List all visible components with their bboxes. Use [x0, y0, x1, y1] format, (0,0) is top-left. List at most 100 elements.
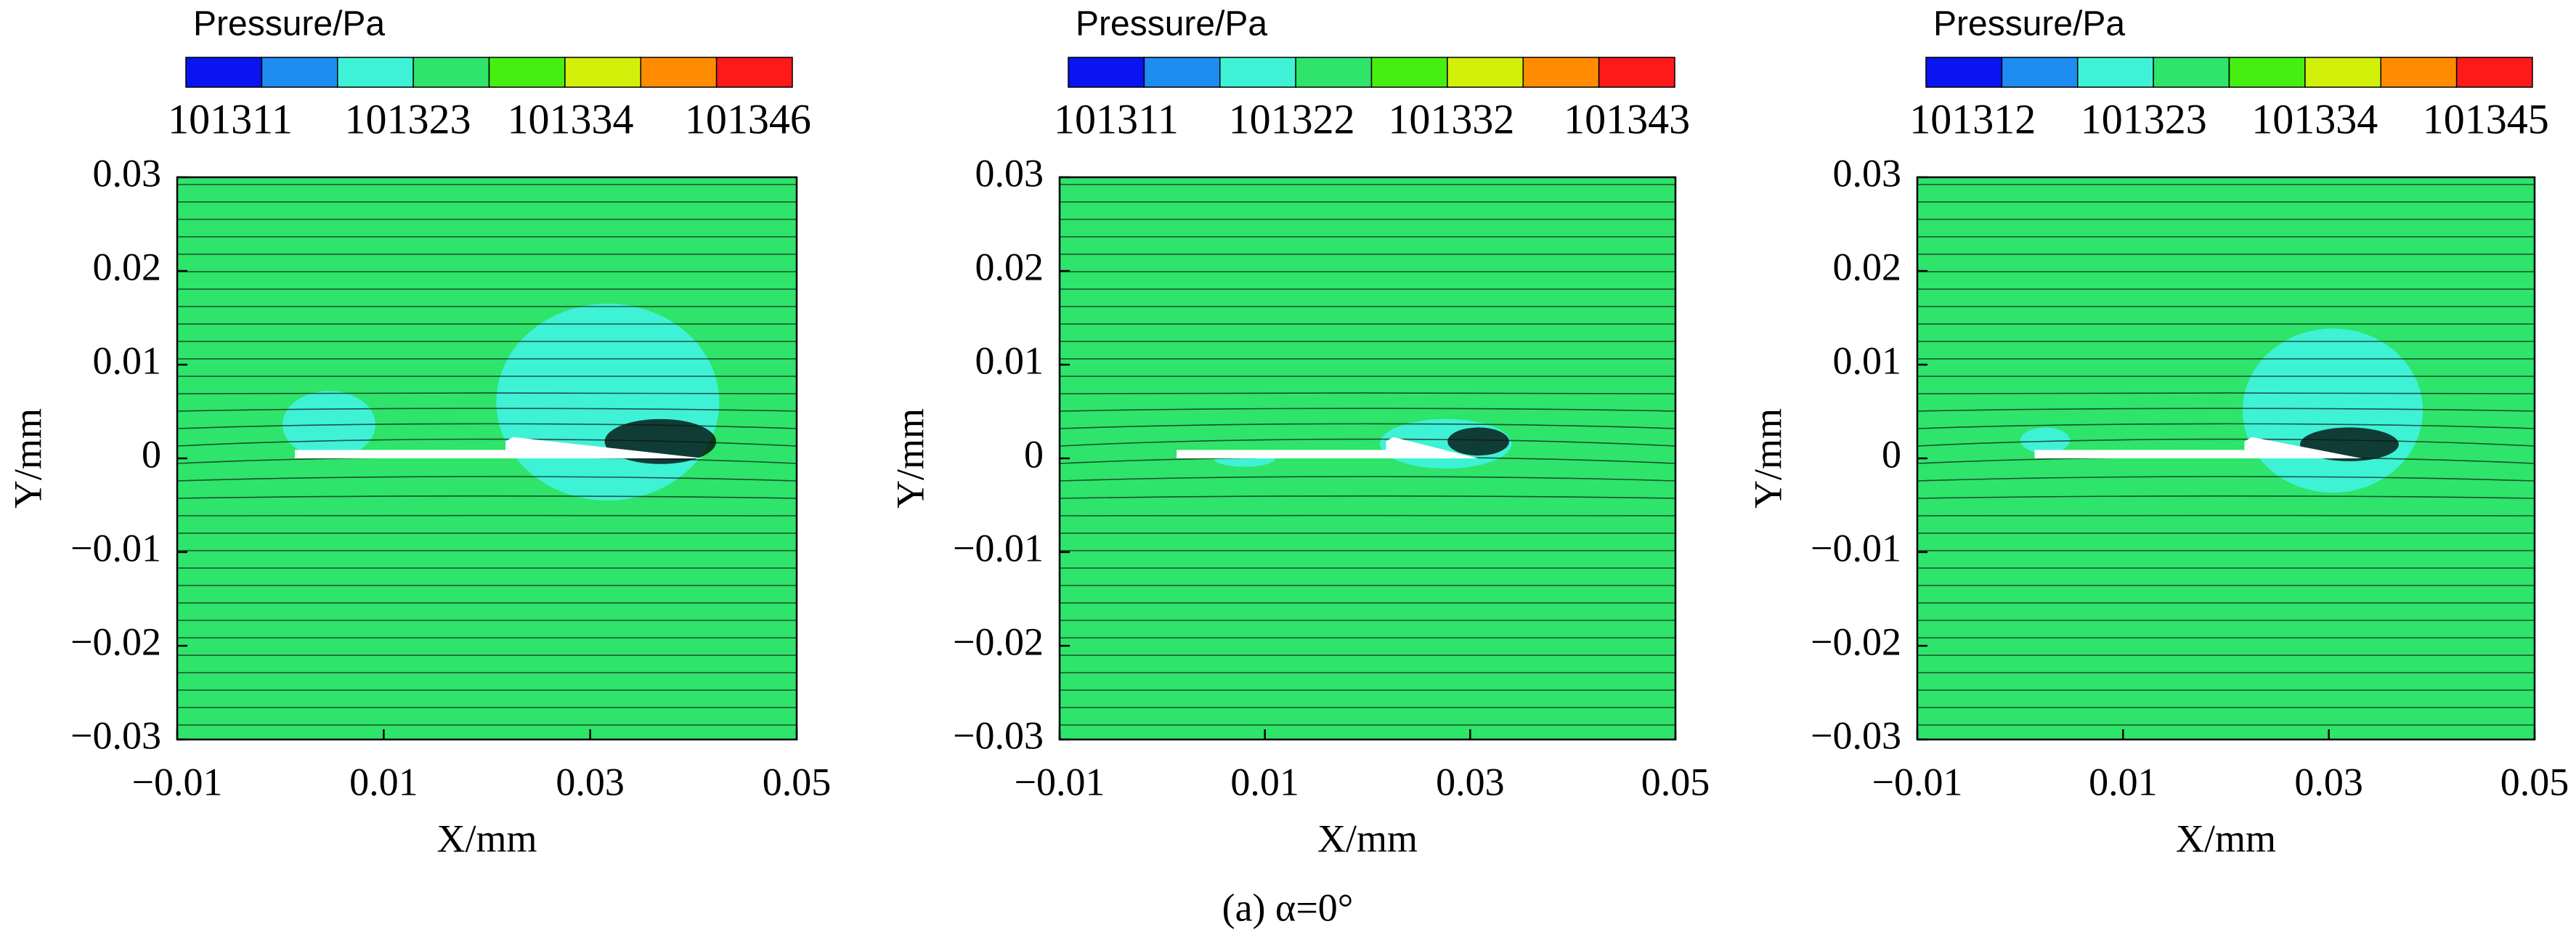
streamline	[1917, 438, 2535, 447]
colorbar-title: Pressure/Pa	[193, 5, 385, 44]
streamline	[177, 495, 797, 499]
streamline	[1060, 408, 1675, 412]
colorbar-segment	[2153, 57, 2230, 88]
x-tick-label: 0.01	[1230, 760, 1299, 803]
colorbar-segment	[2001, 57, 2079, 88]
colorbar-segment	[2380, 57, 2458, 88]
y-tick-label: −0.01	[70, 526, 161, 570]
x-tick-label: −0.01	[1015, 760, 1105, 803]
y-tick-label: 0.03	[975, 151, 1044, 195]
streamline	[1060, 476, 1675, 482]
colorbar-tick-label: 101332	[1388, 95, 1514, 142]
pressure-region	[2242, 328, 2423, 493]
x-tick-label: 0.03	[2294, 760, 2363, 803]
colorbar-segment	[261, 57, 338, 88]
streamline	[1060, 392, 1675, 394]
y-tick-label: 0.01	[975, 339, 1044, 382]
plate	[2034, 437, 2362, 458]
colorbar-segment	[1295, 57, 1373, 88]
y-tick-label: 0.03	[1833, 151, 1902, 195]
y-tick-label: −0.01	[1811, 526, 1901, 570]
caption: (a) α=0°	[1222, 886, 1354, 929]
colorbar-segment	[488, 57, 566, 88]
y-tick-label: −0.03	[70, 713, 161, 757]
colorbar-segment	[413, 57, 490, 88]
colorbar-segment	[185, 57, 263, 88]
colorbar-segment	[1447, 57, 1524, 88]
colorbar-segment	[2077, 57, 2154, 88]
x-tick-label: −0.01	[132, 760, 223, 803]
streamline	[1917, 495, 2535, 499]
x-tick-label: 0.03	[1436, 760, 1505, 803]
colorbar-tick-label: 101346	[685, 95, 811, 142]
y-axis-label: Y/mm	[1746, 408, 1789, 509]
streamline	[1917, 476, 2535, 482]
x-tick-label: 0.03	[556, 760, 625, 803]
y-tick-label: −0.02	[953, 620, 1044, 663]
y-tick-label: 0.02	[975, 245, 1044, 288]
y-tick-label: 0.03	[93, 151, 162, 195]
y-tick-label: 0	[142, 432, 161, 476]
y-tick-label: 0	[1882, 432, 1901, 476]
x-tick-label: 0.05	[2500, 760, 2569, 803]
x-tick-label: 0.05	[1641, 760, 1710, 803]
x-axis-label: X/mm	[436, 817, 537, 860]
colorbar-tick-label: 101323	[344, 95, 471, 142]
colorbar-tick-label: 101345	[2423, 95, 2549, 142]
plot-area	[177, 177, 797, 740]
colorbar-segment	[2228, 57, 2306, 88]
colorbar-segment	[337, 57, 414, 88]
x-axis-label: X/mm	[2176, 817, 2276, 860]
colorbar-segment	[1925, 57, 2003, 88]
streamline	[1917, 408, 2535, 412]
colorbar-segment	[1522, 57, 1600, 88]
y-tick-label: −0.03	[953, 713, 1044, 757]
streamline	[177, 408, 797, 412]
colorbar-tick-label: 101334	[2251, 95, 2378, 142]
plot-area	[1060, 177, 1675, 740]
y-tick-label: 0.02	[1833, 245, 1902, 288]
colorbar-segment	[1068, 57, 1145, 88]
streamline	[1060, 423, 1675, 429]
y-tick-label: 0	[1024, 432, 1044, 476]
colorbar-tick-label: 101343	[1564, 95, 1690, 142]
y-tick-label: −0.02	[1811, 620, 1901, 663]
pressure-region	[496, 304, 720, 501]
y-axis-label: Y/mm	[6, 408, 49, 509]
y-tick-label: −0.01	[953, 526, 1044, 570]
colorbar-tick-label: 101323	[2081, 95, 2207, 142]
plate	[1177, 437, 1479, 458]
wake	[1447, 427, 1510, 456]
y-tick-label: −0.02	[70, 620, 161, 663]
y-tick-label: 0.01	[93, 339, 162, 382]
y-axis-label: Y/mm	[888, 408, 932, 509]
colorbar-segment	[1143, 57, 1221, 88]
colorbar-segment	[2304, 57, 2381, 88]
colorbar-segment	[2455, 57, 2533, 88]
colorbar-tick-label: 101312	[1909, 95, 2036, 142]
colorbar-segment	[1219, 57, 1296, 88]
streamline	[1917, 392, 2535, 394]
streamline	[1060, 438, 1675, 447]
streamline	[1917, 423, 2535, 429]
streamline	[177, 438, 797, 447]
x-tick-label: −0.01	[1872, 760, 1963, 803]
x-tick-label: 0.01	[349, 760, 418, 803]
y-tick-label: 0.02	[93, 245, 162, 288]
plate	[295, 437, 704, 458]
colorbar-segment	[1598, 57, 1675, 88]
colorbar-segment	[640, 57, 718, 88]
colorbar-title: Pressure/Pa	[1933, 5, 2125, 44]
colorbar-title: Pressure/Pa	[1076, 5, 1267, 44]
colorbar-tick-label: 101311	[1054, 95, 1179, 142]
streamline	[177, 476, 797, 482]
streamline	[1060, 495, 1675, 499]
x-tick-label: 0.01	[2089, 760, 2158, 803]
colorbar-segment	[564, 57, 641, 88]
x-tick-label: 0.05	[763, 760, 832, 803]
colorbar-segment	[715, 57, 793, 88]
y-tick-label: 0.01	[1833, 339, 1902, 382]
x-axis-label: X/mm	[1317, 817, 1418, 860]
streamline	[177, 392, 797, 394]
